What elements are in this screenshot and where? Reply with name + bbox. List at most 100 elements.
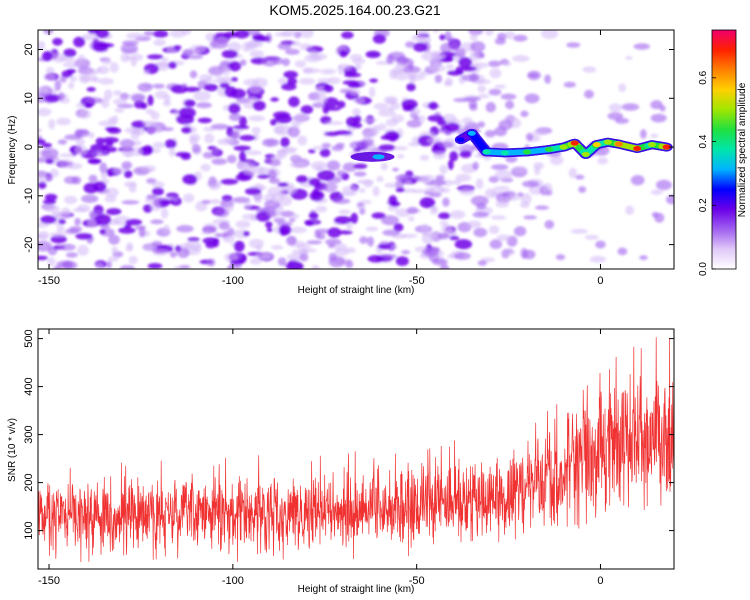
noise-blob	[336, 100, 346, 109]
noise-blob	[495, 200, 509, 208]
noise-blob	[472, 211, 490, 218]
noise-blob	[388, 195, 398, 206]
noise-blob	[211, 158, 228, 165]
noise-blob	[219, 82, 230, 89]
noise-blob	[229, 259, 245, 265]
noise-blob	[419, 154, 430, 161]
noise-blob	[210, 123, 229, 130]
noise-blob	[274, 114, 293, 124]
noise-blob	[255, 207, 270, 214]
noise-blob	[215, 207, 230, 218]
noise-blob	[568, 167, 577, 179]
noise-blob	[341, 185, 359, 195]
noise-blob	[187, 237, 200, 242]
noise-blob	[312, 102, 326, 108]
noise-blob	[402, 188, 417, 193]
snr-y-tick-label: 100	[23, 521, 35, 539]
noise-blob	[254, 35, 271, 42]
noise-blob	[209, 183, 221, 191]
noise-blob	[617, 247, 628, 256]
noise-blob	[372, 34, 386, 44]
noise-blob	[542, 183, 553, 193]
noise-blob	[98, 120, 117, 127]
noise-blob	[488, 88, 502, 96]
noise-blob	[151, 181, 165, 189]
noise-blob	[65, 252, 78, 258]
spectrogram-y-tick-label: -20	[23, 237, 35, 253]
noise-blob	[493, 185, 510, 191]
noise-blob	[392, 167, 399, 172]
noise-blob	[297, 135, 308, 146]
noise-blob	[189, 70, 198, 79]
noise-blob	[500, 249, 516, 256]
noise-blob	[378, 144, 396, 151]
noise-blob	[353, 163, 368, 169]
noise-blob	[125, 219, 143, 226]
noise-blob	[371, 212, 386, 219]
noise-blob	[147, 263, 163, 269]
noise-blob	[152, 30, 169, 38]
noise-blob	[176, 225, 194, 233]
noise-blob	[73, 36, 86, 48]
noise-blob	[160, 208, 169, 219]
noise-blob	[124, 181, 137, 188]
noise-blob	[362, 118, 378, 123]
noise-blob	[178, 265, 191, 269]
noise-blob	[45, 158, 54, 164]
noise-blob	[342, 80, 359, 85]
noise-blob	[286, 261, 304, 269]
noise-blob	[314, 93, 328, 104]
noise-blob	[455, 66, 464, 74]
trace-peak	[559, 144, 568, 150]
noise-blob	[650, 113, 667, 123]
noise-blob	[190, 126, 197, 133]
noise-blob	[640, 129, 647, 139]
noise-blob	[239, 59, 247, 66]
noise-blob	[349, 141, 362, 149]
noise-blob	[126, 242, 133, 250]
noise-blob	[520, 248, 528, 259]
noise-blob	[495, 192, 512, 203]
noise-blob	[287, 126, 300, 138]
noise-blob	[45, 66, 55, 74]
noise-blob	[150, 219, 164, 225]
noise-blob	[226, 265, 234, 269]
noise-blob	[169, 147, 176, 157]
noise-blob	[124, 223, 132, 229]
noise-blob	[451, 180, 462, 185]
noise-blob	[419, 115, 426, 123]
noise-blob	[273, 125, 285, 135]
noise-blob	[520, 110, 529, 118]
noise-blob	[525, 132, 534, 142]
noise-blob	[229, 113, 242, 122]
noise-blob	[376, 175, 384, 183]
figure-title: KOM5.2025.164.00.23.G21	[269, 2, 440, 18]
noise-blob	[95, 30, 110, 39]
noise-blob	[528, 73, 539, 78]
noise-blob	[79, 109, 92, 119]
noise-blob	[381, 215, 399, 226]
spectrogram-x-tick-label: -50	[409, 275, 425, 287]
noise-blob	[62, 61, 81, 68]
noise-blob	[351, 122, 363, 129]
noise-blob	[224, 86, 237, 98]
noise-blob	[38, 139, 46, 145]
noise-blob	[108, 234, 120, 245]
noise-blob	[89, 210, 96, 220]
noise-blob	[372, 186, 380, 197]
noise-blob	[44, 193, 58, 201]
noise-blob	[173, 265, 182, 269]
noise-blob	[281, 146, 298, 152]
noise-blob	[447, 159, 454, 170]
noise-blob	[524, 93, 540, 104]
noise-blob	[445, 77, 453, 86]
noise-blob	[327, 77, 341, 85]
noise-blob	[38, 230, 50, 241]
noise-blob	[178, 107, 196, 119]
noise-blob	[582, 66, 597, 73]
noise-blob	[252, 166, 270, 175]
noise-blob	[193, 91, 211, 101]
noise-blob	[235, 173, 252, 182]
noise-blob	[408, 142, 421, 147]
noise-blob	[58, 56, 75, 62]
